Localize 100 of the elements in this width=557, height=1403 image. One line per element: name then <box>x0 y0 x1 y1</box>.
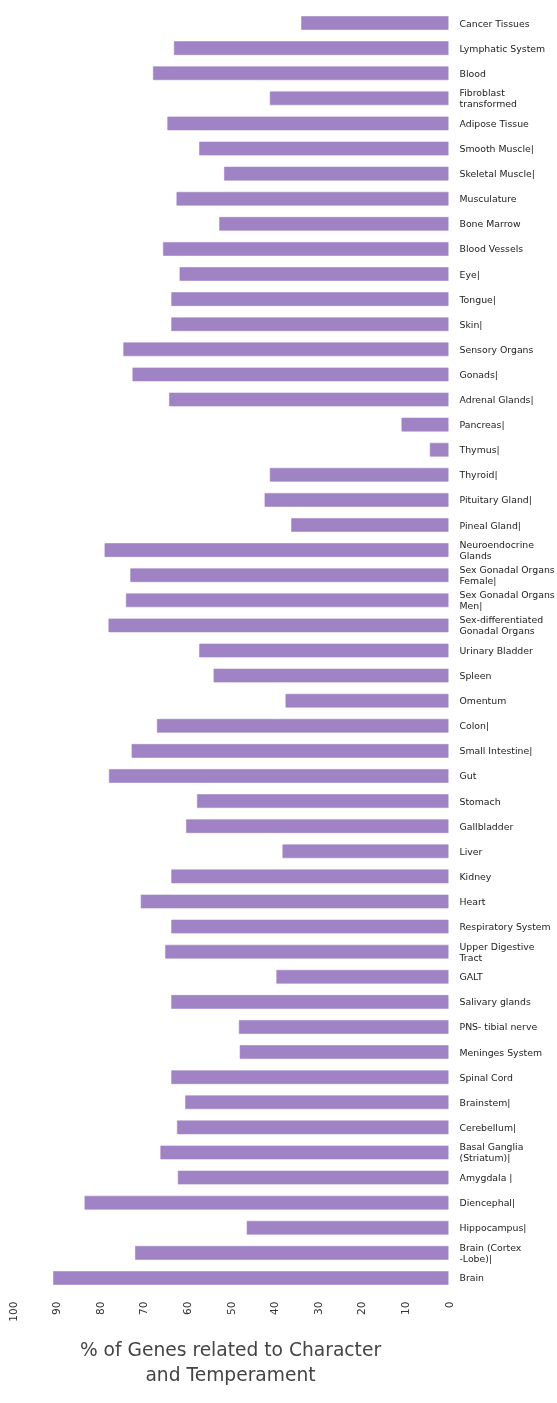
y-tick-label: Skeletal Muscle| <box>459 168 535 180</box>
y-tick-label: Bone Marrow <box>459 218 521 230</box>
bar <box>160 1145 449 1160</box>
y-tick-label: Cerebellum| <box>459 1121 517 1133</box>
y-tick-label: Sex Gonadal Organs Female| <box>459 564 555 587</box>
bar <box>199 643 449 658</box>
y-tick-label: Liver <box>459 845 483 857</box>
bar <box>239 1045 449 1060</box>
y-tick-label: Sex-differentiated Gonadal Organs <box>459 614 544 637</box>
y-tick-label: Meninges System <box>459 1046 542 1058</box>
bar <box>246 1220 449 1235</box>
bar <box>132 367 449 382</box>
y-tick-label: Stomach <box>459 795 501 807</box>
bar <box>108 768 449 784</box>
y-tick-label: Gallbladder <box>459 820 514 832</box>
bar <box>130 568 449 583</box>
y-tick-label: Hippocampus| <box>459 1222 527 1234</box>
x-tick-label: 0 <box>442 1301 456 1309</box>
bar <box>171 919 449 934</box>
bar <box>123 342 449 357</box>
bar <box>168 392 449 407</box>
bar <box>104 543 449 558</box>
bar <box>291 517 449 533</box>
y-tick-label: Brainstem| <box>459 1096 511 1108</box>
y-tick-label: GALT <box>459 971 484 983</box>
bar <box>185 1095 449 1110</box>
y-tick-label: Thyroid| <box>458 469 498 481</box>
y-tick-label: Adrenal Glands| <box>459 394 534 406</box>
bar <box>156 718 449 733</box>
y-tick-label: Neuroendocrine Glands <box>459 539 535 562</box>
bar <box>179 267 449 282</box>
x-tick-label: 30 <box>311 1301 325 1316</box>
x-axis-title: % of Genes related to Character and Temperament <box>79 1338 382 1386</box>
y-tick-label: Cancer Tissues <box>459 17 530 29</box>
x-tick-label: 20 <box>355 1301 369 1316</box>
x-tick-label: 100 <box>6 1301 20 1322</box>
y-tick-label: Spinal Cord <box>459 1071 514 1083</box>
bar <box>301 16 449 31</box>
y-tick-label: Blood Vessels <box>459 243 524 255</box>
bar <box>401 417 449 432</box>
y-tick-label: Adipose Tissue <box>459 117 530 129</box>
bar <box>173 41 449 56</box>
bar <box>269 91 449 106</box>
bar <box>162 241 449 256</box>
y-tick-label: Thymus| <box>458 444 500 456</box>
y-tick-label: Sensory Organs <box>459 343 534 355</box>
y-tick-label: Gut <box>459 770 477 782</box>
x-tick-label: 40 <box>268 1301 282 1316</box>
x-tick-label: 60 <box>180 1301 194 1316</box>
x-tick-label: 90 <box>50 1301 64 1316</box>
y-tick-label: Blood <box>459 67 486 79</box>
bar <box>219 216 449 231</box>
bar <box>177 1170 449 1185</box>
y-tick-label: Kidney <box>459 870 492 882</box>
bar <box>213 668 449 683</box>
bar <box>429 442 449 457</box>
y-tick-label: Tongue| <box>458 293 496 305</box>
bar <box>171 1070 449 1085</box>
bar <box>223 166 449 181</box>
y-tick-label: Upper Digestive Tract <box>458 940 535 963</box>
bar <box>276 969 449 984</box>
y-tick-label: Diencephal| <box>459 1197 516 1209</box>
bar <box>167 116 449 131</box>
bar <box>140 894 449 909</box>
y-tick-label: Heart <box>459 895 486 907</box>
y-tick-label: Lymphatic System <box>459 42 546 54</box>
bar <box>131 743 449 758</box>
bar <box>264 492 449 507</box>
bar <box>199 141 449 156</box>
y-tick-label: Amygdala | <box>459 1172 513 1184</box>
bar <box>269 467 449 482</box>
bar <box>285 693 449 708</box>
y-tick-label: Respiratory System <box>459 921 551 933</box>
y-tick-label: Spleen <box>459 670 492 682</box>
x-tick-label: 50 <box>224 1301 238 1316</box>
y-tick-label: Omentum <box>459 695 507 707</box>
bar <box>238 1019 449 1034</box>
y-tick-label: Gonads| <box>459 368 498 380</box>
y-tick-label: Pineal Gland| <box>459 519 521 531</box>
bar <box>176 1120 449 1135</box>
bar <box>152 66 449 81</box>
y-tick-label: Brain <box>459 1272 485 1284</box>
bar <box>84 1195 449 1210</box>
bar <box>52 1270 449 1285</box>
y-tick-label: Salivary glands <box>459 996 531 1008</box>
x-tick-label: 70 <box>137 1301 151 1316</box>
y-tick-label: Sex Gonadal Organs Men| <box>459 589 555 612</box>
bar <box>176 191 449 206</box>
x-tick-label: 80 <box>93 1301 107 1316</box>
bar <box>165 944 449 959</box>
y-tick-label: Urinary Bladder <box>459 645 533 656</box>
y-tick-label: PNS- tibial nerve <box>459 1021 538 1033</box>
y-tick-label: Eye| <box>459 268 480 280</box>
x-tick-label: 10 <box>398 1301 412 1316</box>
y-tick-label: Basal Ganglia (Striatum)| <box>459 1141 524 1164</box>
bar <box>185 819 449 834</box>
bar <box>171 292 449 307</box>
bar <box>171 317 449 332</box>
y-tick-label: Musculature <box>459 193 517 205</box>
bar <box>171 994 449 1009</box>
